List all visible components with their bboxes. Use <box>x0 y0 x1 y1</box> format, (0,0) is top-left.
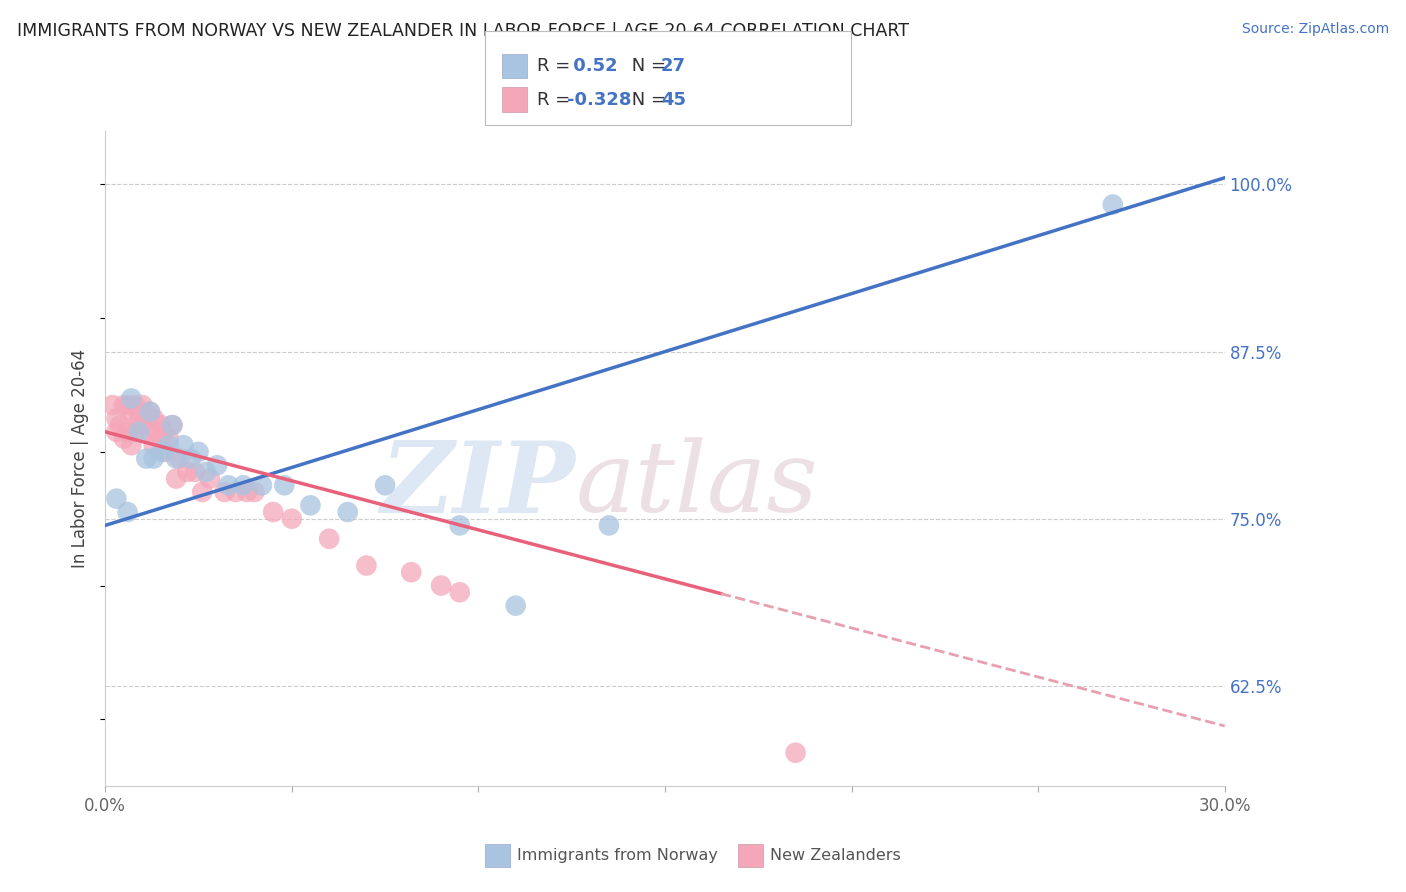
Text: New Zealanders: New Zealanders <box>770 848 901 863</box>
Text: N =: N = <box>626 91 672 109</box>
Point <box>124 398 146 412</box>
Point <box>131 398 153 412</box>
Point <box>169 451 191 466</box>
Point <box>128 411 150 425</box>
Point <box>273 478 295 492</box>
Point <box>101 398 124 412</box>
Point <box>139 425 162 439</box>
Text: -0.328: -0.328 <box>567 91 631 109</box>
Point <box>135 451 157 466</box>
Text: 0.52: 0.52 <box>567 57 617 75</box>
Text: Immigrants from Norway: Immigrants from Norway <box>517 848 718 863</box>
Point <box>131 418 153 433</box>
Point <box>105 491 128 506</box>
Point <box>135 411 157 425</box>
Text: IMMIGRANTS FROM NORWAY VS NEW ZEALANDER IN LABOR FORCE | AGE 20-64 CORRELATION C: IMMIGRANTS FROM NORWAY VS NEW ZEALANDER … <box>17 22 908 40</box>
Point <box>184 465 207 479</box>
Text: Source: ZipAtlas.com: Source: ZipAtlas.com <box>1241 22 1389 37</box>
Point <box>374 478 396 492</box>
Point <box>117 425 139 439</box>
Point <box>162 418 184 433</box>
Point <box>112 398 135 412</box>
Point <box>225 485 247 500</box>
Point <box>120 405 142 419</box>
Point <box>150 432 173 446</box>
Point <box>105 425 128 439</box>
Text: N =: N = <box>626 57 672 75</box>
Point <box>785 746 807 760</box>
Point <box>176 465 198 479</box>
Point <box>250 478 273 492</box>
Point <box>150 445 173 459</box>
Point <box>157 438 180 452</box>
Point <box>214 485 236 500</box>
Text: 45: 45 <box>661 91 686 109</box>
Point <box>336 505 359 519</box>
Point <box>243 485 266 500</box>
Point <box>120 438 142 452</box>
Point <box>194 465 217 479</box>
Point <box>449 585 471 599</box>
Point <box>449 518 471 533</box>
Point <box>108 418 131 433</box>
Point <box>117 505 139 519</box>
Text: R =: R = <box>537 91 576 109</box>
Point <box>142 438 165 452</box>
Point <box>1101 197 1123 211</box>
Text: 27: 27 <box>661 57 686 75</box>
Point <box>281 512 304 526</box>
Point <box>162 418 184 433</box>
Point <box>112 432 135 446</box>
Point <box>187 445 209 459</box>
Point <box>128 425 150 439</box>
Point <box>205 458 228 473</box>
Point <box>142 451 165 466</box>
Point <box>128 405 150 419</box>
Point <box>157 432 180 446</box>
Point <box>191 485 214 500</box>
Point <box>598 518 620 533</box>
Point <box>165 472 187 486</box>
Point <box>153 445 176 459</box>
Point <box>117 398 139 412</box>
Text: ZIP: ZIP <box>381 436 575 533</box>
Point <box>399 565 422 579</box>
Point <box>150 418 173 433</box>
Point <box>198 472 221 486</box>
Text: R =: R = <box>537 57 576 75</box>
Point <box>139 405 162 419</box>
Point <box>236 485 259 500</box>
Point <box>120 392 142 406</box>
Text: atlas: atlas <box>575 437 818 533</box>
Point <box>356 558 378 573</box>
Point <box>299 499 322 513</box>
Point <box>139 405 162 419</box>
Point <box>180 451 202 466</box>
Point <box>146 425 169 439</box>
Y-axis label: In Labor Force | Age 20-64: In Labor Force | Age 20-64 <box>72 349 89 568</box>
Point <box>217 478 239 492</box>
Point <box>105 411 128 425</box>
Point <box>262 505 284 519</box>
Point <box>430 578 453 592</box>
Point <box>173 438 195 452</box>
Point <box>142 411 165 425</box>
Point <box>232 478 254 492</box>
Point <box>124 425 146 439</box>
Point <box>165 451 187 466</box>
Point <box>318 532 340 546</box>
Point <box>505 599 527 613</box>
